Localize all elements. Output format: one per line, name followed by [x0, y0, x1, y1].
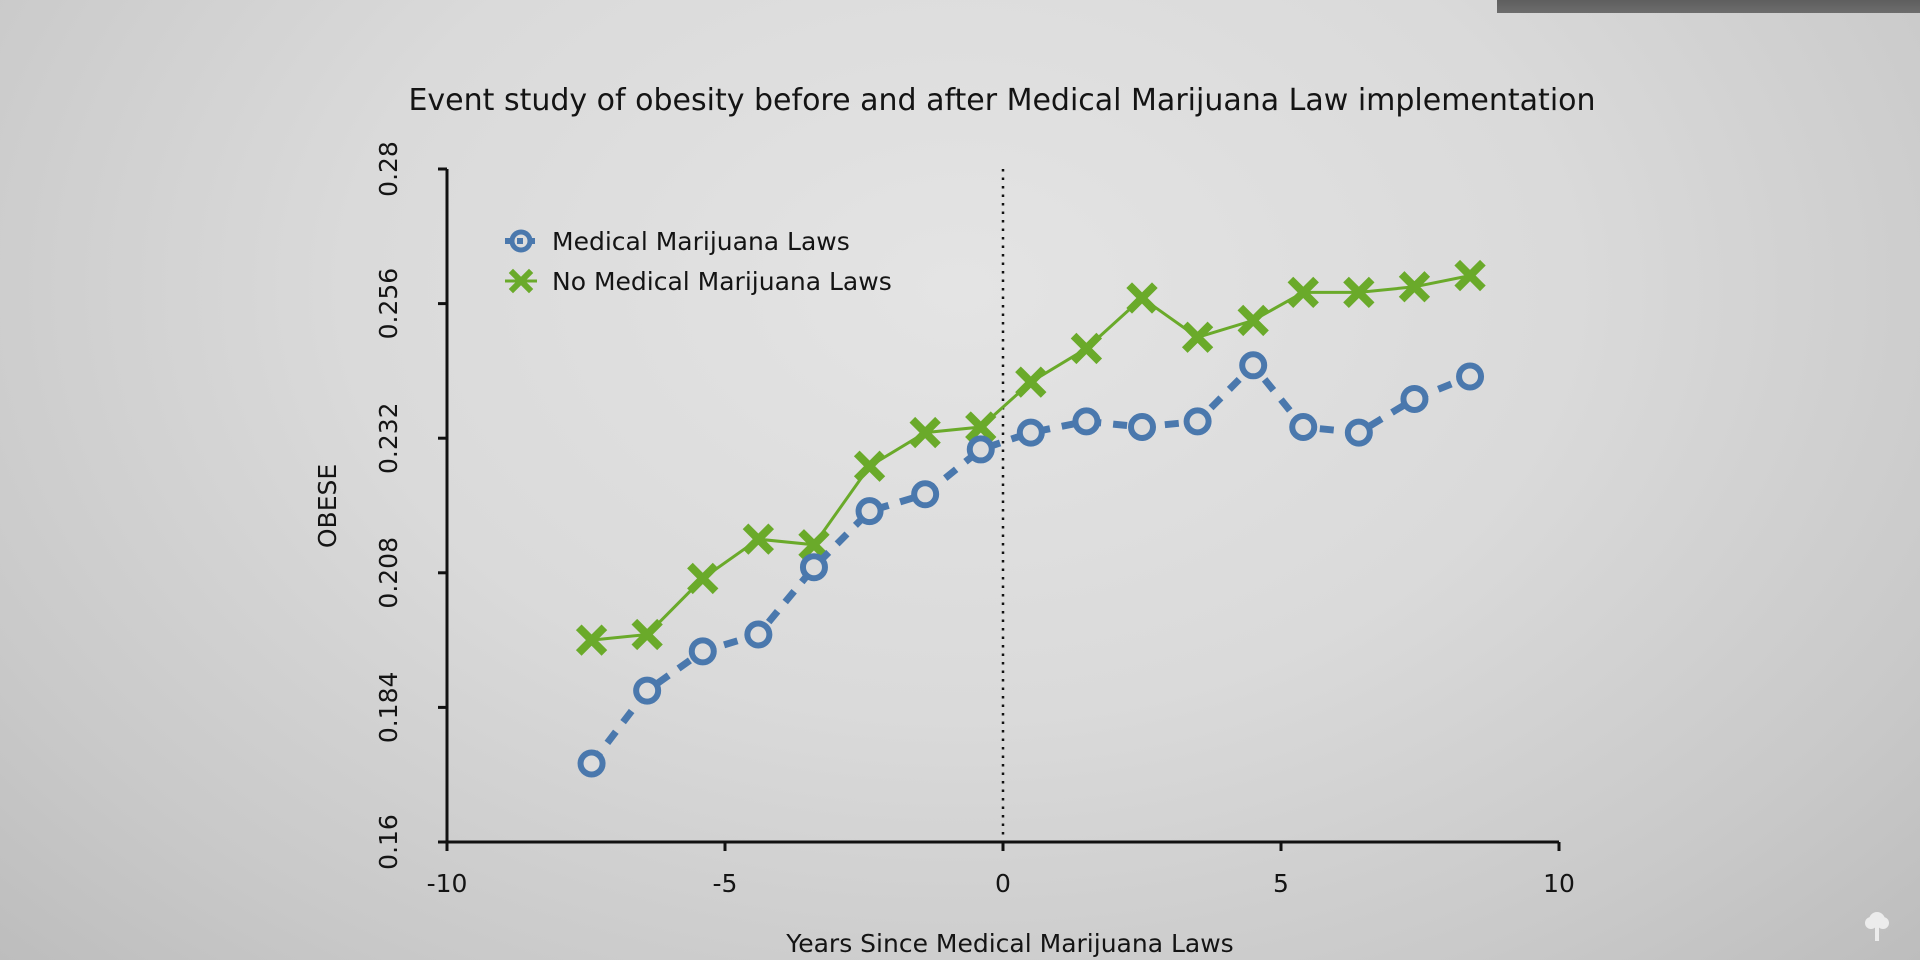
data-point [633, 676, 662, 705]
data-point [1454, 259, 1486, 292]
data-point [853, 450, 886, 482]
data-point [688, 637, 717, 666]
data-point [744, 620, 773, 649]
legend-item-mml: Medical Marijuana Laws [505, 227, 850, 256]
data-point [798, 529, 830, 561]
data-point [1126, 282, 1158, 314]
y-tick-label: 0.28 [374, 141, 403, 197]
chart-title: Event study of obesity before and after … [408, 83, 1595, 118]
data-point [1128, 412, 1156, 441]
series-no-mml [575, 259, 1486, 656]
circle-marker-icon [509, 229, 533, 253]
data-point [1181, 321, 1214, 353]
y-tick-label: 0.232 [374, 402, 403, 474]
data-point [1289, 412, 1318, 441]
x-tick-label: -10 [427, 869, 468, 898]
data-point [1015, 366, 1047, 398]
data-point [1400, 384, 1429, 413]
data-point [1398, 271, 1431, 303]
video-overlay-bar [1497, 0, 1920, 13]
x-tick-label: 10 [1543, 869, 1575, 898]
data-point [1344, 418, 1373, 447]
legend-label-mml: Medical Marijuana Laws [552, 227, 850, 256]
legend-item-no-mml: No Medical Marijuana Laws [505, 267, 892, 296]
x-tick-label: -5 [713, 869, 738, 898]
data-point [855, 497, 884, 526]
y-tick-label: 0.256 [374, 268, 403, 340]
data-point [577, 749, 606, 778]
data-point [1070, 332, 1103, 365]
x-marker-icon [508, 268, 534, 294]
axes: 0.16 0.184 0.208 0.232 0.256 0.28 -10 -5 0 5 10 [374, 141, 1575, 898]
series-line [591, 274, 1471, 642]
data-point [742, 523, 775, 555]
data-point [909, 416, 941, 449]
series-group [575, 259, 1486, 778]
x-tick-label: 5 [1273, 869, 1289, 898]
data-point [1237, 304, 1269, 337]
data-point [1183, 407, 1212, 436]
y-tick-label: 0.16 [374, 814, 403, 870]
data-point [1456, 362, 1485, 391]
series-mml [577, 351, 1485, 778]
legend-label-no-mml: No Medical Marijuana Laws [552, 267, 892, 296]
x-axis-label: Years Since Medical Marijuana Laws [785, 929, 1233, 958]
data-point [631, 618, 663, 651]
y-tick-label: 0.208 [374, 537, 403, 609]
y-tick-label: 0.184 [374, 672, 403, 744]
legend: Medical Marijuana Laws No Medical Mariju… [505, 227, 892, 296]
data-point [1343, 276, 1375, 309]
data-point [799, 553, 828, 582]
series-line [588, 360, 1472, 766]
data-point [1016, 418, 1045, 447]
x-tick-label: 0 [995, 869, 1011, 898]
data-point [687, 562, 719, 595]
tree-icon [1865, 912, 1889, 941]
data-point [1287, 276, 1319, 309]
y-axis-label: OBESE [313, 464, 342, 548]
data-point [1072, 407, 1101, 436]
data-point [966, 435, 995, 464]
data-point [1239, 351, 1268, 380]
data-point [965, 411, 997, 443]
data-point [575, 624, 608, 656]
data-point [911, 480, 940, 509]
